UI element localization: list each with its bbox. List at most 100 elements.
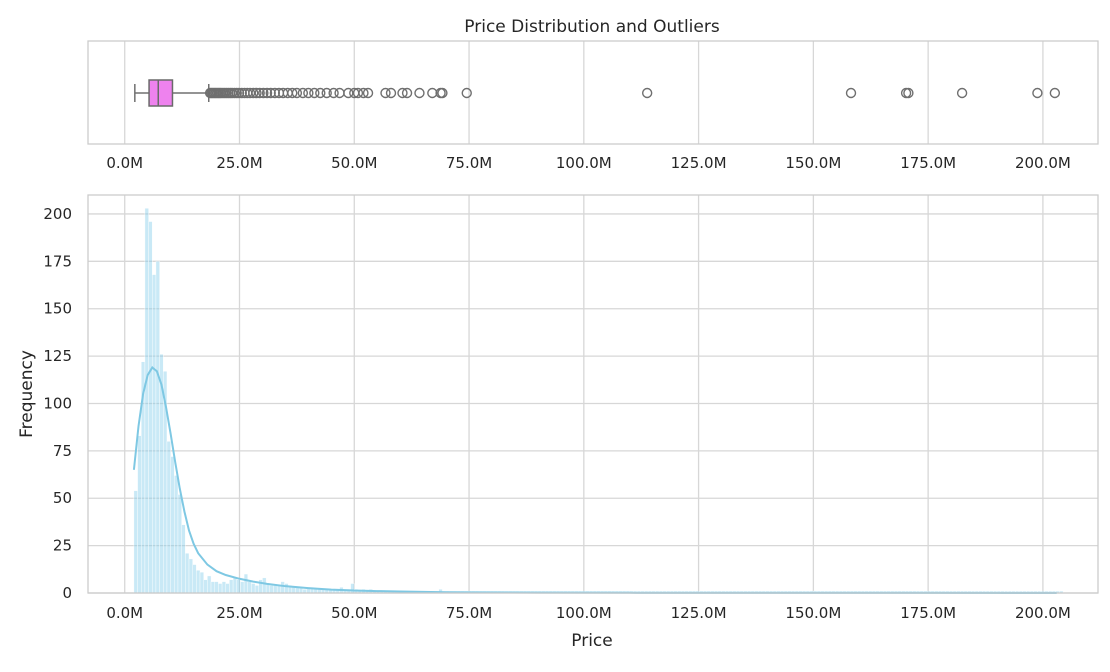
outlier-point xyxy=(1049,87,1061,99)
box-iqr xyxy=(148,79,174,107)
histogram-bar xyxy=(221,581,226,594)
outlier-point xyxy=(297,87,309,99)
histogram-bar xyxy=(236,579,241,594)
box-plot-x-tick-label: 175.0M xyxy=(900,154,956,172)
histogram-bar xyxy=(276,585,282,594)
x-axis-label: Price xyxy=(571,631,612,651)
chart-title: Price Distribution and Outliers xyxy=(464,17,720,37)
histogram-bar xyxy=(251,583,256,594)
box-plot-x-tick-label: 75.0M xyxy=(446,154,492,172)
histogram-bar xyxy=(247,581,252,594)
box-plot-x-tick-label: 100.0M xyxy=(556,154,612,172)
histogram-bar xyxy=(144,208,149,594)
histogram-panel: 0.0M 25.0M 50.0M 75.0M 100.0M 125.0M 150.0M 175… xyxy=(17,194,1099,651)
outlier-point xyxy=(269,87,281,99)
histogram-bar xyxy=(155,261,160,594)
outlier-point xyxy=(437,87,448,99)
outlier-point xyxy=(397,87,408,99)
kde-curve xyxy=(132,365,1057,594)
histogram-bar xyxy=(196,570,201,594)
outlier-point xyxy=(641,87,653,99)
histogram-bar xyxy=(232,577,237,594)
histogram-gridlines xyxy=(88,195,1098,594)
histogram-bar xyxy=(188,558,193,594)
histogram-x-tick-label: 100.0M xyxy=(556,604,612,622)
histogram-bar xyxy=(210,581,215,594)
histogram-bar xyxy=(137,435,142,594)
histogram-bar xyxy=(225,583,230,594)
box-plot-frame xyxy=(87,40,1099,145)
histogram-bars xyxy=(133,208,1064,594)
outlier-point xyxy=(248,87,259,99)
histogram-bar xyxy=(218,583,223,594)
histogram-bar xyxy=(273,585,278,594)
histogram-y-tick-label: 0 xyxy=(62,584,72,602)
outlier-point xyxy=(287,87,298,99)
histogram-bar xyxy=(174,475,179,594)
histogram-x-tick-label: 0.0M xyxy=(106,604,143,622)
outlier-point xyxy=(328,87,339,99)
outlier-point xyxy=(303,87,314,99)
box-plot-x-tick-label: 200.0M xyxy=(1015,154,1071,172)
histogram-x-tick-label: 150.0M xyxy=(785,604,841,622)
box-plot-x-tick-label: 0.0M xyxy=(106,154,143,172)
histogram-bar xyxy=(170,456,175,594)
histogram-bar xyxy=(262,577,267,594)
outlier-point xyxy=(315,87,326,99)
box-plot-x-tick-label: 125.0M xyxy=(671,154,727,172)
histogram-bar xyxy=(192,564,197,594)
histogram-bar xyxy=(181,524,186,594)
outlier-point xyxy=(362,87,374,99)
histogram-x-tick-label: 125.0M xyxy=(671,604,727,622)
outlier-point xyxy=(461,87,472,99)
outlier-point xyxy=(321,87,332,99)
histogram-y-tick-label: 100 xyxy=(43,394,72,412)
histogram-y-tick-label: 50 xyxy=(53,489,72,507)
histogram-bar xyxy=(280,581,285,594)
histogram-y-tick-labels: 0 25 50 75 100 125 150 175 200 xyxy=(43,205,72,602)
box-plot-x-tick-label: 50.0M xyxy=(331,154,377,172)
outlier-point xyxy=(414,87,425,99)
outlier-point xyxy=(427,87,438,99)
box-plot-x-tick-labels: 0.0M 25.0M 50.0M 75.0M 100.0M 125.0M 150.0M 175… xyxy=(106,154,1071,172)
histogram-x-tick-label: 50.0M xyxy=(331,604,377,622)
histogram-bar xyxy=(199,571,204,594)
box-plot-gridlines xyxy=(124,41,1044,144)
histogram-x-tick-label: 175.0M xyxy=(900,604,956,622)
outlier-point xyxy=(956,87,968,99)
box-plot xyxy=(134,79,210,107)
histogram-bar xyxy=(207,575,212,594)
box-plot-outliers xyxy=(204,87,1061,99)
histogram-bar xyxy=(284,583,289,594)
histogram-y-tick-label: 175 xyxy=(43,252,72,270)
outlier-point xyxy=(903,87,914,99)
outlier-point xyxy=(261,87,273,99)
histogram-x-tick-label: 200.0M xyxy=(1015,604,1071,622)
outlier-point xyxy=(380,87,391,99)
outlier-point xyxy=(236,87,247,99)
box-plot-x-tick-label: 25.0M xyxy=(216,154,262,172)
y-axis-label: Frequency xyxy=(17,350,37,438)
outlier-point xyxy=(1032,87,1043,99)
box-plot-panel: 0.0M 25.0M 50.0M 75.0M 100.0M 125.0M 150.0M 175… xyxy=(87,40,1099,172)
outlier-point xyxy=(254,87,265,99)
histogram-y-tick-label: 25 xyxy=(53,537,72,555)
outlier-point xyxy=(352,87,364,99)
outlier-point xyxy=(385,87,397,99)
histogram-bar xyxy=(291,587,296,594)
outlier-point xyxy=(265,87,276,99)
outlier-point xyxy=(845,87,857,99)
histogram-y-tick-label: 150 xyxy=(43,300,72,318)
outlier-point xyxy=(358,87,369,99)
histogram-bar xyxy=(177,494,182,594)
outlier-point xyxy=(251,87,262,99)
histogram-bar xyxy=(133,490,138,594)
histogram-y-tick-label: 200 xyxy=(43,205,72,223)
histogram-bar xyxy=(148,221,153,594)
histogram-bar xyxy=(203,579,208,594)
histogram-bar xyxy=(350,583,355,594)
outlier-point xyxy=(309,87,320,99)
histogram-bar xyxy=(254,585,259,594)
